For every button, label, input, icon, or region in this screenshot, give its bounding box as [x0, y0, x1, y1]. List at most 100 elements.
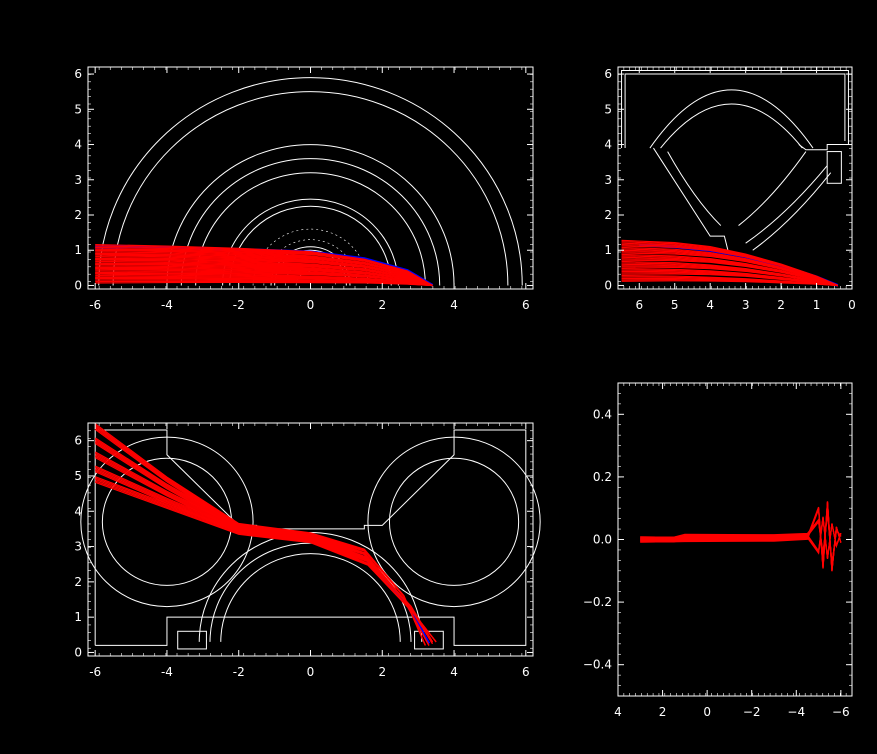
trajectory-line: [95, 276, 433, 287]
panel-top-left: -6 -4 -2 0 2 4 6 0 1 2 3 4 5 6: [74, 66, 534, 312]
trajectory-line: [621, 267, 838, 287]
trajectory-line: [94, 476, 437, 643]
y-tick-label: −0.2: [583, 595, 612, 609]
x-tick-label: −2: [743, 705, 761, 719]
x-tick-label: −6: [832, 705, 850, 719]
y-tick-label: 0.2: [593, 470, 612, 484]
panel-top-right: 6 5 4 3 2 1 0 0 1 2 3 4 5 6: [604, 66, 856, 312]
y-tick-label: 4: [604, 138, 612, 152]
x-tick-label: 5: [671, 298, 679, 312]
trajectory-bundle: [95, 244, 434, 287]
trajectory-line: [95, 267, 433, 287]
trajectory-bundle: [94, 423, 437, 646]
y-tick-label: 0.0: [593, 533, 612, 547]
panel-bottom-left: -6 -4 -2 0 2 4 6 0 1 2 3 4 5 6: [74, 422, 541, 679]
trajectory-line: [621, 253, 838, 287]
y-tick-label: 2: [74, 208, 82, 222]
trajectory-bundle: [640, 501, 842, 572]
trajectory-line: [95, 253, 433, 287]
x-tick-label: 0: [307, 298, 315, 312]
trajectory-line: [94, 465, 434, 643]
x-tick-label: 4: [450, 665, 458, 679]
y-tick-label: 0: [74, 645, 82, 659]
y-tick-label: 3: [74, 173, 82, 187]
y-tick-label: 1: [74, 243, 82, 257]
detector-box: [826, 151, 842, 184]
axis-ticks: 4 2 0 −2 −4 −6 0.4 0.2 0.0 −0.2 −0.4: [583, 383, 852, 719]
y-tick-label: 6: [74, 67, 82, 81]
dome-arc: [649, 89, 814, 149]
trajectory-line: [95, 258, 433, 287]
x-tick-label: 0: [848, 298, 856, 312]
structure-arc: [195, 172, 426, 286]
y-tick-label: 1: [604, 243, 612, 257]
x-tick-label: 0: [307, 665, 315, 679]
structure-arc: [112, 91, 509, 286]
structure-arc: [98, 77, 523, 286]
inner-arc: [220, 553, 401, 642]
structure-outline-inner: [624, 73, 846, 149]
x-tick-label: 3: [742, 298, 750, 312]
inner-arc: [209, 542, 412, 642]
y-tick-label: 6: [74, 434, 82, 448]
y-tick-label: 2: [604, 208, 612, 222]
x-tick-label: 4: [614, 705, 622, 719]
y-tick-label: 3: [74, 540, 82, 554]
y-tick-label: 4: [74, 138, 82, 152]
structure-arc: [222, 198, 399, 286]
x-tick-label: 2: [378, 665, 386, 679]
guide-curve: [745, 165, 828, 244]
trajectory-line: [95, 262, 433, 287]
structure-arc: [166, 144, 455, 286]
x-tick-label: 6: [522, 665, 530, 679]
structure-outline-top: [621, 70, 849, 151]
structure-arc: [180, 158, 441, 286]
x-tick-label: 6: [522, 298, 530, 312]
y-tick-label: 1: [74, 610, 82, 624]
y-tick-label: 5: [604, 102, 612, 116]
guide-curve: [752, 172, 832, 251]
x-tick-label: -2: [233, 665, 245, 679]
dome-arc: [660, 103, 803, 149]
trajectory-bundle: [621, 239, 839, 287]
trajectory-line: [95, 244, 433, 286]
x-tick-label: 0: [703, 705, 711, 719]
trajectory-line: [640, 501, 842, 571]
trajectory-line: [95, 272, 433, 287]
x-tick-label: -4: [161, 665, 173, 679]
trajectory-line: [621, 260, 838, 287]
trajectory-line: [94, 468, 434, 643]
panel-bottom-right: 4 2 0 −2 −4 −6 0.4 0.2 0.0 −0.2 −0.4: [583, 382, 853, 719]
x-tick-label: −4: [787, 705, 805, 719]
axis-ticks: -6 -4 -2 0 2 4 6 0 1 2 3 4 5 6: [74, 67, 533, 312]
x-tick-label: -6: [89, 298, 101, 312]
guide-curve: [667, 151, 722, 226]
y-tick-label: 5: [74, 469, 82, 483]
detector-box-right: [414, 630, 444, 650]
y-tick-label: 0.4: [593, 407, 612, 421]
y-tick-label: 0: [74, 278, 82, 292]
y-tick-label: 0: [604, 278, 612, 292]
x-tick-label: 4: [450, 298, 458, 312]
x-tick-label: 2: [659, 705, 667, 719]
guide-curve: [738, 151, 807, 226]
structure-outline: [621, 70, 849, 251]
y-tick-label: −0.4: [583, 658, 612, 672]
y-tick-label: 2: [74, 575, 82, 589]
side-ring: [367, 436, 541, 608]
y-tick-label: 5: [74, 102, 82, 116]
x-tick-label: 4: [706, 298, 714, 312]
trajectory-line: [94, 423, 426, 646]
x-tick-label: 2: [378, 298, 386, 312]
trajectory-line: [621, 246, 839, 287]
detector-box-left: [177, 630, 207, 650]
trajectory-line: [95, 248, 433, 287]
side-ring: [80, 436, 254, 608]
x-tick-label: 1: [813, 298, 821, 312]
trajectory-line: [94, 480, 437, 643]
side-ring: [388, 457, 520, 586]
y-tick-label: 3: [604, 173, 612, 187]
trajectory-line: [94, 437, 430, 646]
cone-wall: [653, 147, 729, 251]
